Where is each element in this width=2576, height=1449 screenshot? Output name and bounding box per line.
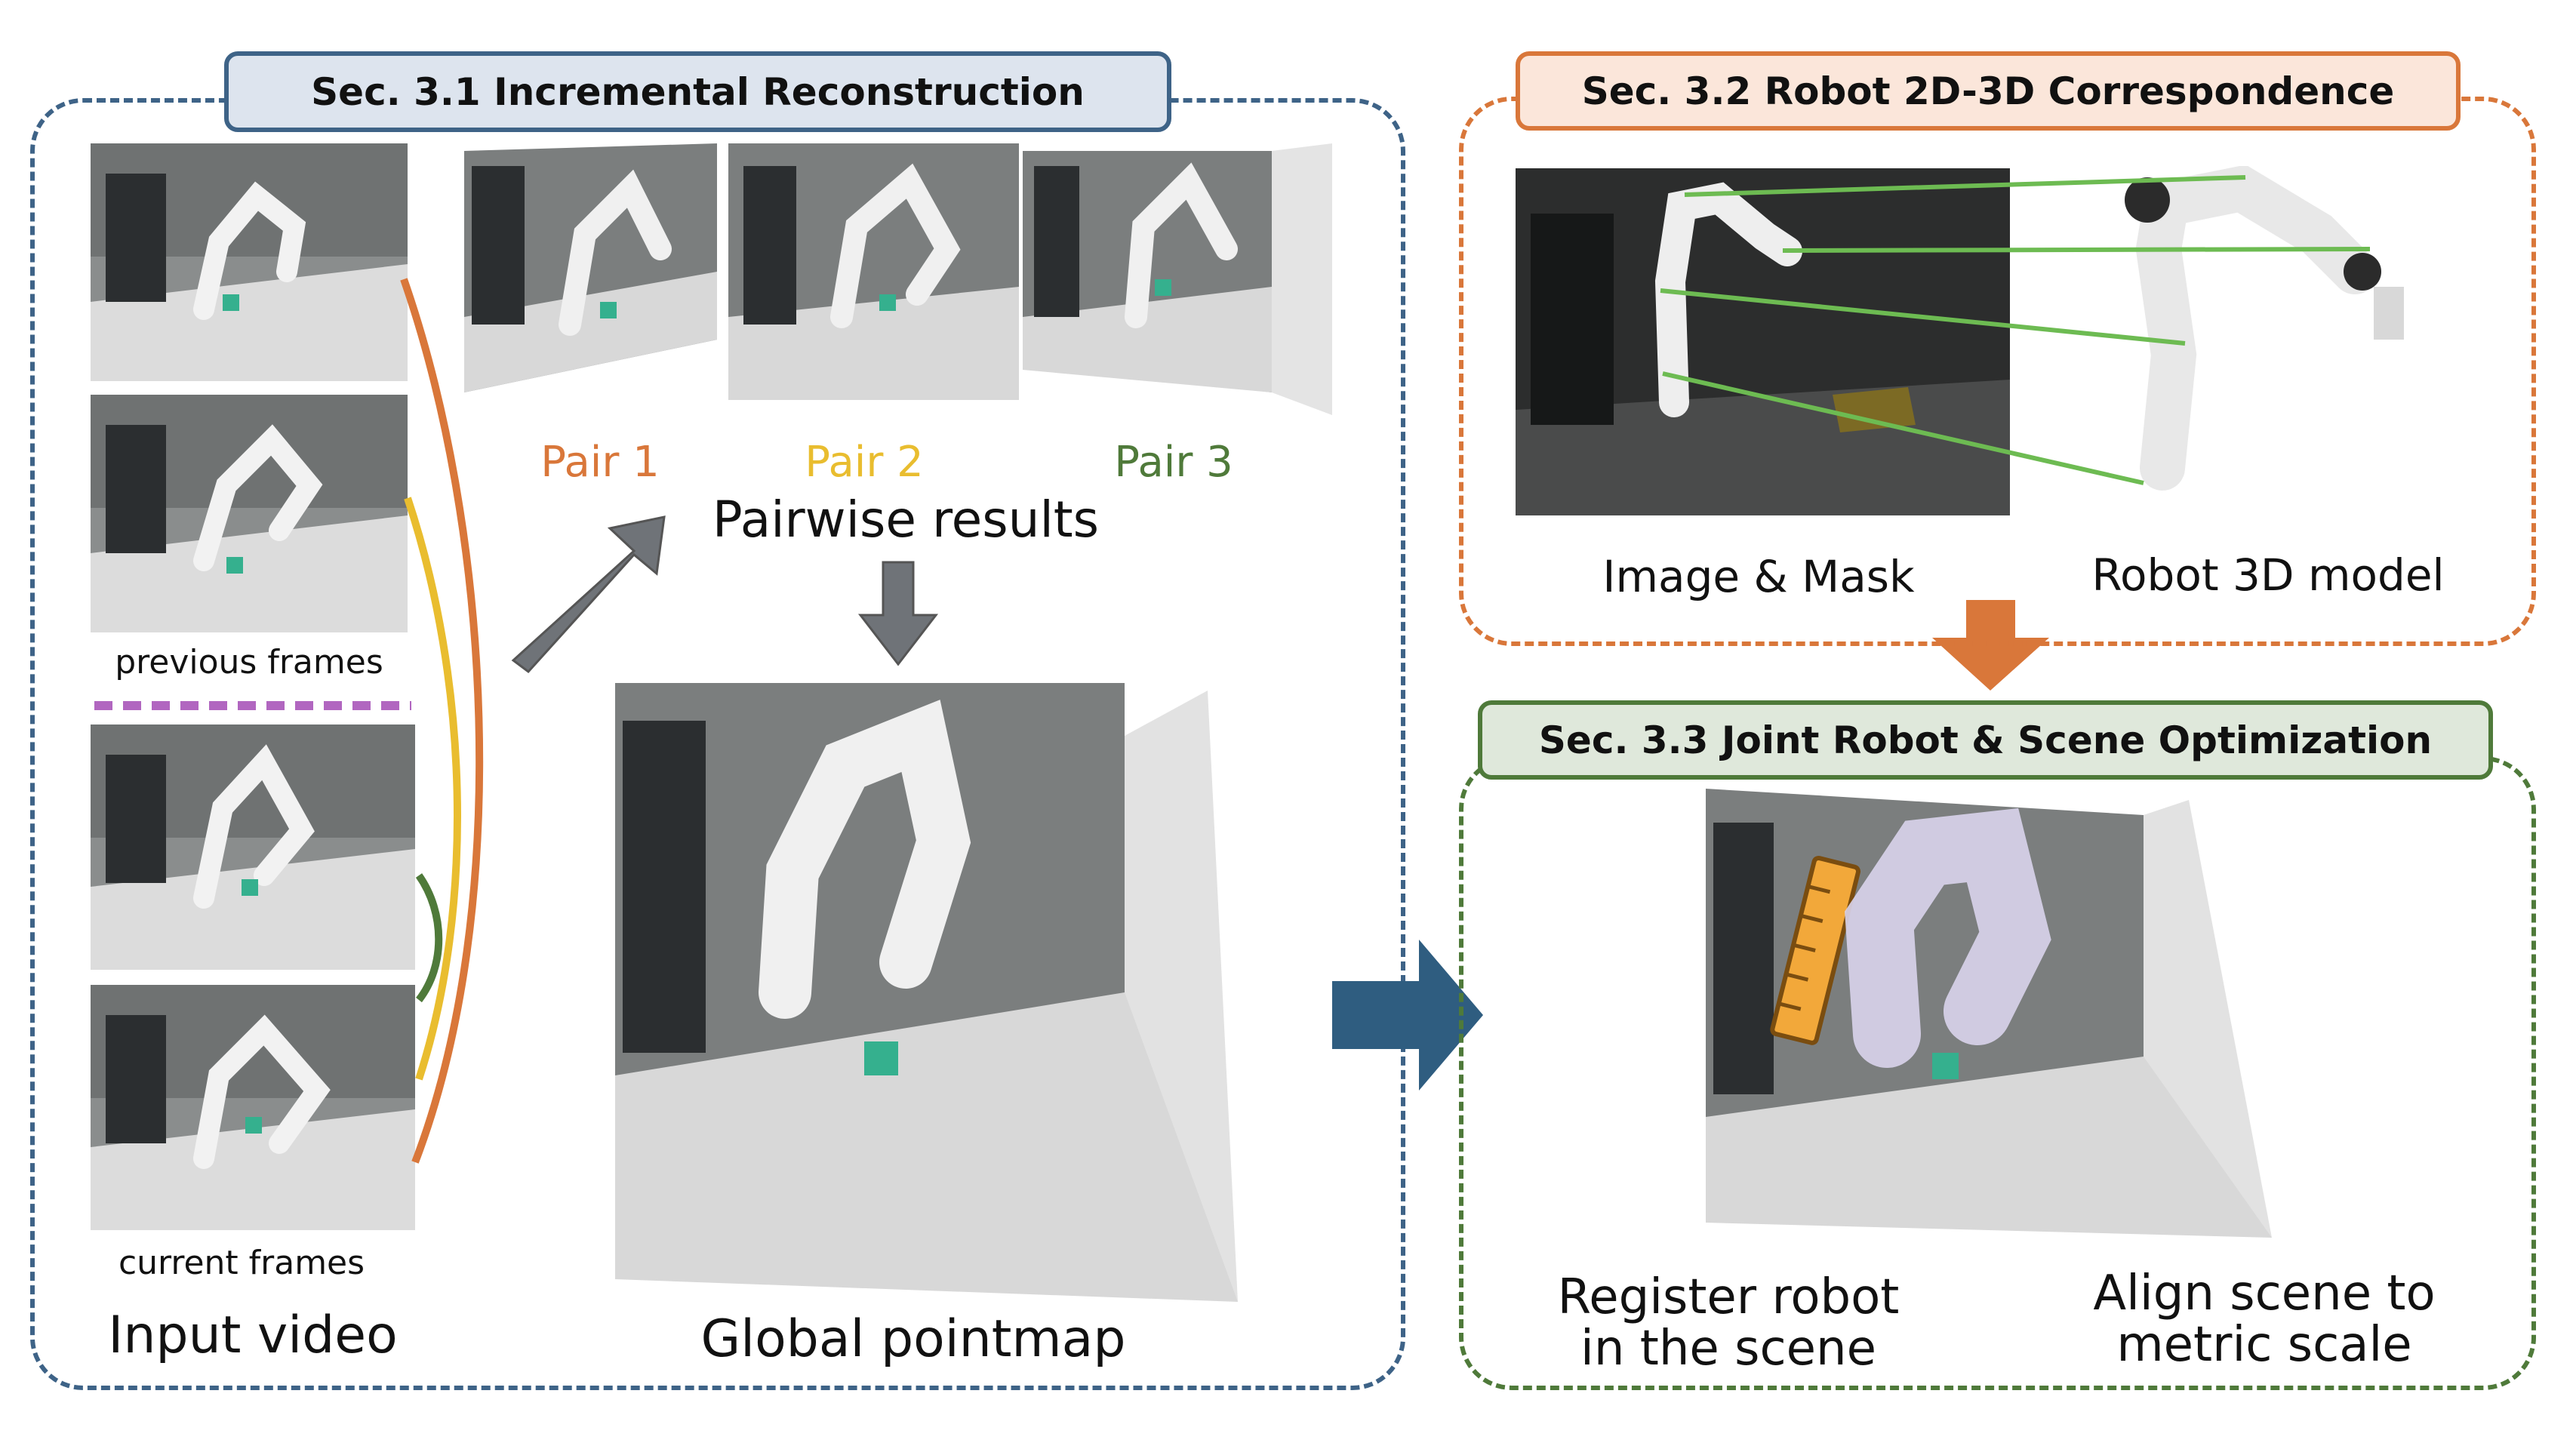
input-frame-3 <box>91 724 415 970</box>
register-robot-line-2: in the scene <box>1580 1321 1876 1377</box>
section-3-1-header: Sec. 3.1 Incremental Reconstruction <box>224 51 1171 132</box>
pair-3-pointmap <box>1023 143 1332 419</box>
pair-2-pointmap <box>728 143 1019 411</box>
input-frame-2 <box>91 395 408 632</box>
pairwise-results-label: Pairwise results <box>712 491 1100 549</box>
align-scene-line-2: metric scale <box>2116 1317 2412 1373</box>
pair-1-pointmap <box>457 143 725 411</box>
register-robot-label: Register robot in the scene <box>1517 1272 1940 1374</box>
align-scene-label: Align scene to metric scale <box>2053 1268 2476 1371</box>
robot-3d-model <box>2106 166 2438 498</box>
align-scene-line-1: Align scene to <box>2093 1266 2436 1321</box>
robot-3d-model-label: Robot 3D model <box>2091 549 2445 601</box>
global-pointmap-label: Global pointmap <box>700 1309 1126 1369</box>
input-frame-1 <box>91 143 408 381</box>
global-pointmap <box>604 675 1238 1302</box>
section-3-3-header: Sec. 3.3 Joint Robot & Scene Optimizatio… <box>1478 700 2493 780</box>
image-mask-label: Image & Mask <box>1602 551 1915 602</box>
current-frames-label: current frames <box>118 1244 365 1282</box>
input-video-label: Input video <box>108 1306 398 1365</box>
pair-1-label: Pair 1 <box>540 438 660 487</box>
pair-2-label: Pair 2 <box>805 438 924 487</box>
pair-3-label: Pair 3 <box>1114 438 1233 487</box>
joint-optimization-scene <box>1698 785 2272 1238</box>
section-3-2-header: Sec. 3.2 Robot 2D-3D Correspondence <box>1516 51 2461 131</box>
ruler-icon <box>1770 855 1861 1045</box>
register-robot-line-1: Register robot <box>1557 1269 1900 1325</box>
input-frame-4 <box>91 985 415 1230</box>
image-and-mask <box>1516 168 2010 515</box>
previous-frames-label: previous frames <box>115 643 383 681</box>
